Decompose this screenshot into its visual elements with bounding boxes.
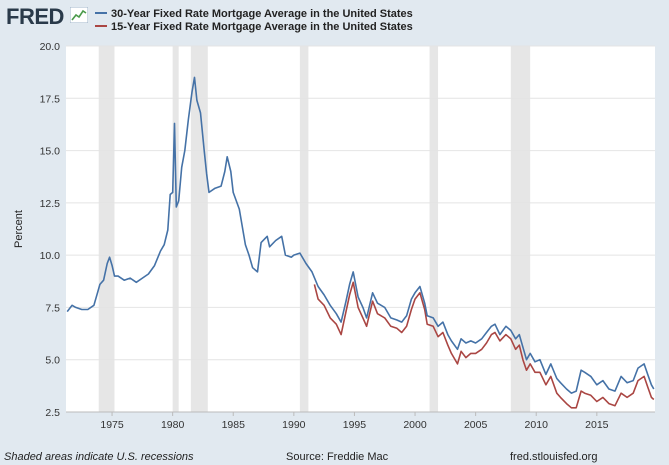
y-tick-label: 10.0 — [40, 250, 61, 262]
x-tick-label: 1995 — [343, 419, 367, 431]
series-15-year-line[interactable] — [313, 281, 655, 409]
fred-logo[interactable]: FRED — [6, 4, 64, 29]
y-tick-label: 17.5 — [40, 93, 61, 105]
chart-footer: Shaded areas indicate U.S. recessions So… — [0, 449, 669, 465]
legend-item-15-year[interactable]: 15-Year Fixed Rate Mortgage Average in t… — [95, 21, 413, 33]
recession-band-2 — [190, 46, 208, 412]
y-axis-ticks: 2.5 5.0 7.5 10.0 12.5 15.0 17.5 20.0 — [40, 41, 61, 419]
y-axis-title: Percent — [13, 210, 25, 248]
legend-label-15-year: 15-Year Fixed Rate Mortgage Average in t… — [111, 21, 413, 33]
x-tick-label: 1990 — [282, 419, 306, 431]
x-axis-ticks: 1975 1980 1985 1990 1995 2000 2005 2010 2015 — [66, 411, 655, 431]
recession-band-5 — [510, 46, 531, 412]
source-text: Source: Freddie Mac — [286, 451, 389, 463]
fred-chart-icon — [70, 7, 88, 23]
y-tick-label: 12.5 — [40, 198, 61, 210]
x-tick-label: 2000 — [403, 419, 427, 431]
y-tick-label: 20.0 — [40, 41, 61, 53]
recession-band-1 — [172, 46, 179, 412]
recession-band-0 — [98, 46, 115, 412]
y-tick-label: 15.0 — [40, 146, 61, 158]
series-lines — [66, 76, 655, 409]
recession-note: Shaded areas indicate U.S. recessions — [4, 451, 194, 463]
x-tick-label: 1985 — [222, 419, 246, 431]
legend-item-30-year[interactable]: 30-Year Fixed Rate Mortgage Average in t… — [95, 8, 413, 20]
source-url[interactable]: fred.stlouisfed.org — [510, 451, 598, 463]
legend-swatch-30-year — [95, 12, 107, 15]
x-tick-label: 2015 — [585, 419, 609, 431]
x-tick-label: 2005 — [464, 419, 488, 431]
y-tick-label: 2.5 — [45, 407, 60, 419]
legend-label-30-year: 30-Year Fixed Rate Mortgage Average in t… — [111, 8, 413, 20]
recession-band-3 — [299, 46, 309, 412]
y-tick-label: 5.0 — [45, 355, 60, 367]
x-tick-label: 1975 — [100, 419, 124, 431]
x-tick-label: 2010 — [525, 419, 549, 431]
series-30-year-line[interactable] — [66, 76, 655, 395]
x-tick-label: 1980 — [161, 419, 185, 431]
legend-swatch-15-year — [95, 25, 107, 28]
recession-band-4 — [429, 46, 439, 412]
chart-header: FRED 30-Year Fixed Rate Mortgage Average… — [0, 0, 669, 36]
plot-area — [66, 46, 655, 412]
y-tick-label: 7.5 — [45, 302, 60, 314]
